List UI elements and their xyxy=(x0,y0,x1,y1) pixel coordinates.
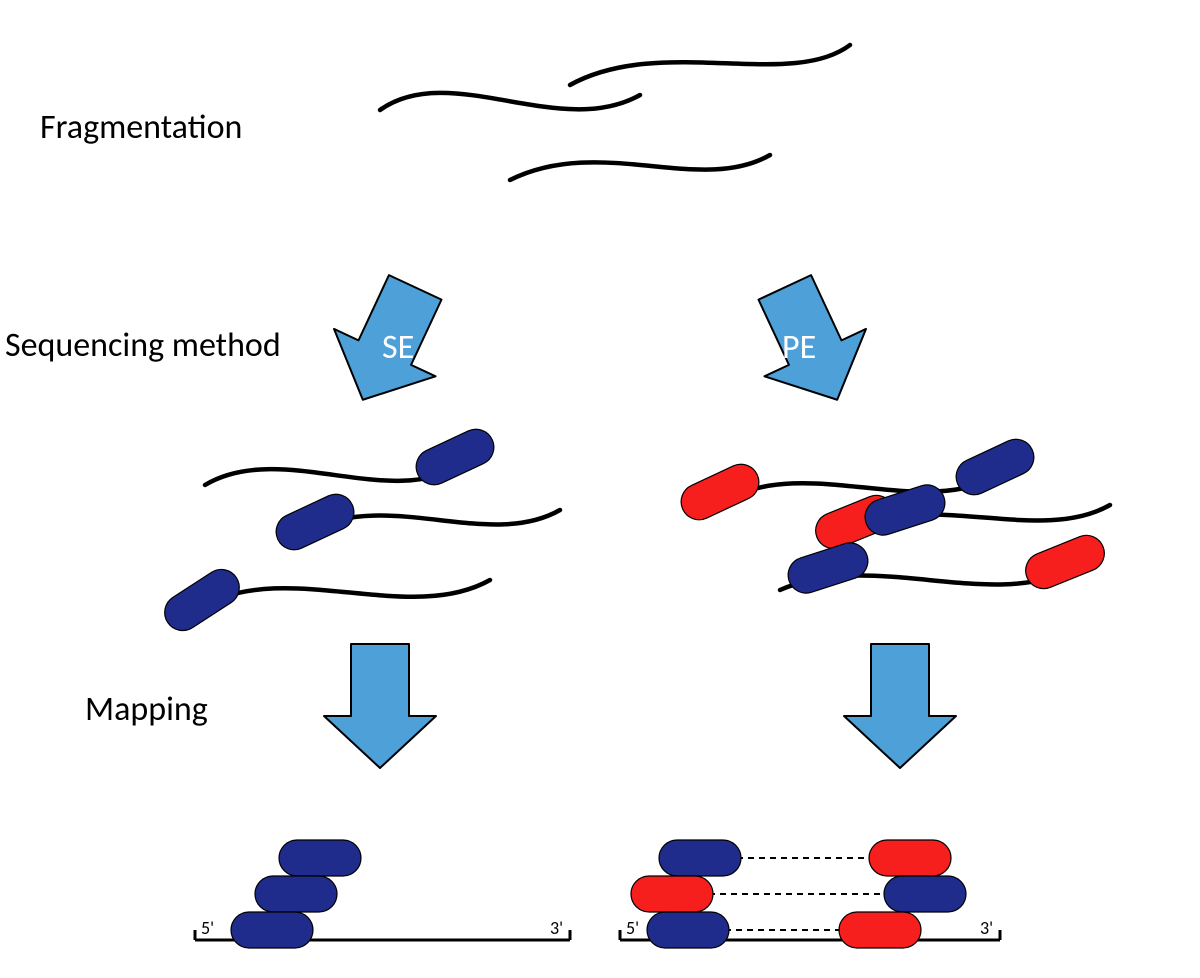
rna-strand xyxy=(380,93,640,110)
label-se: SE xyxy=(382,327,414,368)
label-3prime: 3' xyxy=(550,917,563,939)
label-sequencing-method: Sequencing method xyxy=(5,325,281,366)
arrow-se-mapping xyxy=(324,644,436,768)
read-capsule xyxy=(1020,530,1110,594)
mapped-read xyxy=(839,912,921,948)
read-capsule xyxy=(675,458,765,525)
read-capsule xyxy=(410,423,500,490)
rna-strand xyxy=(510,155,770,180)
read-capsule xyxy=(158,563,246,638)
label-mapping: Mapping xyxy=(85,689,208,730)
label-5prime: 5' xyxy=(201,917,214,939)
mapped-read xyxy=(279,840,361,876)
mapped-read xyxy=(884,876,966,912)
label-pe: PE xyxy=(782,327,816,368)
rna-strand xyxy=(570,45,850,85)
rna-strand xyxy=(205,580,490,605)
mapped-read xyxy=(631,876,713,912)
label-3prime: 3' xyxy=(980,917,993,939)
mapped-read xyxy=(647,912,729,948)
mapped-read xyxy=(255,876,337,912)
label-5prime: 5' xyxy=(626,917,639,939)
mapped-read xyxy=(231,912,313,948)
diagram-canvas: Fragmentation Sequencing method Mapping SE P… xyxy=(0,0,1200,978)
label-fragmentation: Fragmentation xyxy=(40,107,242,148)
mapped-read xyxy=(659,840,741,876)
read-capsule xyxy=(270,488,360,555)
mapped-read xyxy=(869,840,951,876)
arrow-pe-mapping xyxy=(844,644,956,768)
read-capsule xyxy=(950,433,1040,500)
